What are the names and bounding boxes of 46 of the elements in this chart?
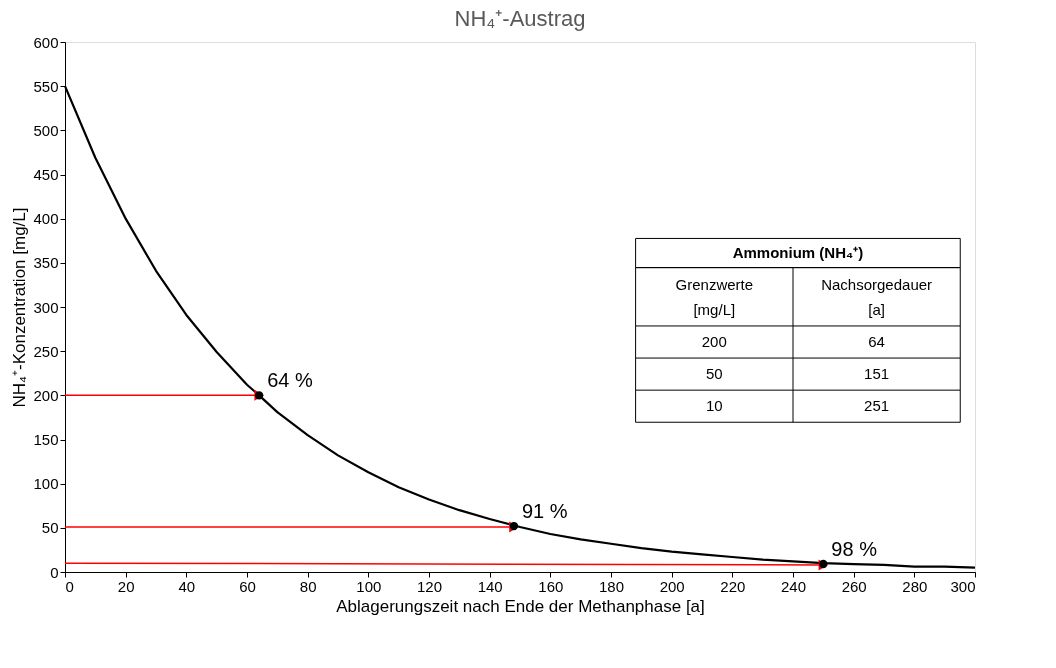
annotation: [a] bbox=[868, 301, 885, 319]
annotation: 91 % bbox=[521, 500, 568, 523]
y-tick-label: 450 bbox=[33, 166, 59, 183]
y-tick-label: 300 bbox=[33, 298, 59, 316]
y-tick-label: 150 bbox=[33, 431, 59, 448]
annotation: Nachsorgedauer bbox=[821, 276, 933, 294]
x-tick-label: 0 bbox=[65, 577, 74, 595]
x-tick-label: 220 bbox=[720, 577, 746, 595]
annotation: 251 bbox=[864, 397, 890, 415]
annotation: Ammonium (NH₄⁺) bbox=[732, 244, 864, 262]
annotation: 64 % bbox=[267, 369, 313, 392]
x-tick-label: 120 bbox=[416, 577, 443, 595]
x-tick-label: 280 bbox=[902, 577, 928, 595]
x-tick-label: 200 bbox=[659, 577, 685, 595]
x-tick-label: 100 bbox=[356, 577, 382, 595]
x-tick-label: 240 bbox=[780, 577, 807, 595]
y-tick-label: 500 bbox=[33, 121, 59, 139]
annotation: [mg/L] bbox=[693, 301, 736, 319]
y-tick-label: 100 bbox=[33, 475, 59, 493]
y-axis-title: NH₄⁺-Konzentration [mg/L] bbox=[10, 207, 30, 408]
x-tick-label: 260 bbox=[841, 577, 867, 595]
y-tick-label: 600 bbox=[33, 33, 59, 51]
annotation: 151 bbox=[864, 365, 890, 383]
y-tick-label: 50 bbox=[41, 519, 59, 537]
chart-title: NH₄⁺-Austrag bbox=[454, 6, 586, 31]
y-tick-label: 0 bbox=[50, 563, 59, 581]
y-tick-label: 400 bbox=[33, 210, 59, 228]
x-tick-label: 300 bbox=[950, 577, 976, 595]
annotation: 10 bbox=[705, 397, 723, 415]
x-tick-label: 140 bbox=[477, 577, 503, 595]
x-axis-title: Ablagerungszeit nach Ende der Methanphase [a] bbox=[336, 596, 705, 616]
y-tick-label: 250 bbox=[33, 342, 59, 360]
x-tick-label: 180 bbox=[598, 577, 625, 595]
annotation: 200 bbox=[701, 333, 727, 351]
x-tick-label: 60 bbox=[239, 577, 256, 595]
x-tick-label: 80 bbox=[299, 577, 317, 595]
annotation: Grenzwerte bbox=[675, 276, 754, 294]
annotation: 98 % bbox=[831, 538, 878, 561]
y-tick-label: 550 bbox=[33, 77, 59, 95]
x-tick-label: 20 bbox=[117, 577, 135, 595]
x-tick-label: 160 bbox=[538, 577, 564, 595]
x-tick-label: 40 bbox=[178, 577, 196, 595]
y-tick-label: 200 bbox=[33, 386, 59, 404]
y-tick-label: 350 bbox=[33, 254, 59, 272]
annotation: 50 bbox=[705, 365, 723, 383]
annotation: 64 bbox=[868, 333, 885, 351]
